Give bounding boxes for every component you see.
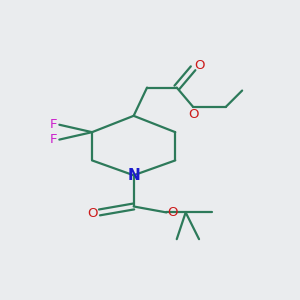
Text: F: F (50, 118, 58, 131)
Text: O: O (168, 206, 178, 219)
Text: F: F (50, 133, 58, 146)
Text: O: O (88, 207, 98, 220)
Text: O: O (194, 59, 205, 72)
Text: N: N (127, 168, 140, 183)
Text: O: O (188, 108, 198, 121)
